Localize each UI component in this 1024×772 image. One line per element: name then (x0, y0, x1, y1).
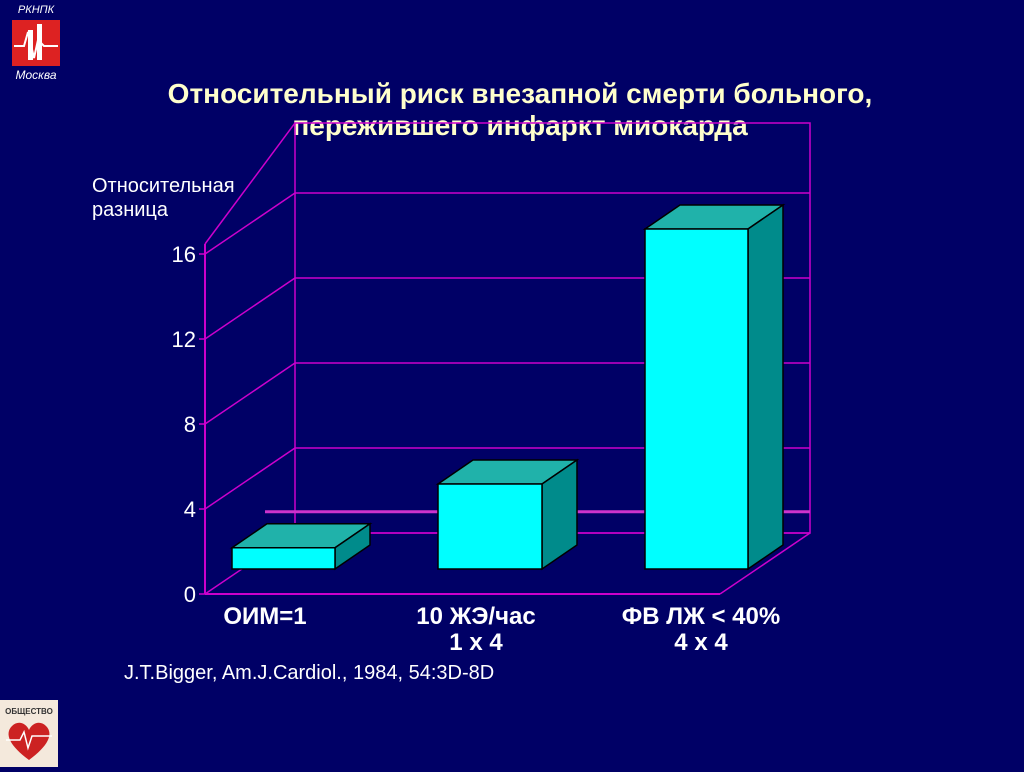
grid-diagonal-1 (204, 447, 296, 510)
y-tick-label-1: 4 (184, 497, 196, 522)
y-axis-label-line-1: Относительная (92, 175, 235, 197)
y-tick-label-2: 8 (184, 412, 196, 437)
y-tick-label-4: 16 (172, 242, 196, 267)
grid-diagonal-3 (204, 277, 296, 340)
y-tick-label-3: 12 (172, 327, 196, 352)
logo-society: ОБЩЕСТВО (0, 700, 58, 767)
category-label-2-line-1: ФВ ЛЖ < 40% (621, 603, 781, 630)
category-label-1-line-2: 1 х 4 (449, 629, 503, 656)
bar-1 (437, 483, 543, 570)
category-label-0: ОИМ=1 (200, 604, 330, 630)
category-label-0-line-1: ОИМ=1 (223, 603, 307, 630)
logo-caption-city: Москва (15, 68, 57, 82)
slide-title-line-1: Относительный риск внезапной смерти боль… (167, 78, 873, 109)
slide-title: Относительный риск внезапной смерти боль… (40, 78, 1000, 142)
grid-diagonal-2 (204, 362, 296, 425)
bar-side-2 (747, 203, 784, 571)
logo-rknpk-icon (12, 20, 60, 66)
y-axis-label-line-2: разница (92, 199, 168, 221)
logo-caption-top: РКНПК (17, 4, 55, 16)
citation: J.T.Bigger, Am.J.Cardiol., 1984, 54:3D-8… (124, 662, 495, 684)
y-tick-label-0: 0 (184, 582, 196, 607)
grid-diagonal-4 (204, 192, 296, 255)
category-label-1-line-1: 10 ЖЭ/час (416, 603, 536, 630)
y-axis-label: Относительная разница (92, 174, 235, 222)
heart-logo-icon: ОБЩЕСТВО (0, 700, 58, 767)
slide-title-line-2: пережившего инфаркт миокарда (292, 110, 748, 141)
bar-2 (644, 228, 749, 570)
category-label-2-line-2: 4 х 4 (674, 629, 728, 656)
floor-right-edge (719, 532, 811, 595)
category-label-2: ФВ ЛЖ < 40% 4 х 4 (586, 604, 816, 656)
category-label-1: 10 ЖЭ/час 1 х 4 (386, 604, 566, 656)
svg-text:ОБЩЕСТВО: ОБЩЕСТВО (5, 707, 53, 716)
y-axis-top-edge (204, 122, 296, 245)
logo-rknpk (6, 2, 66, 84)
bar-0 (231, 547, 336, 570)
